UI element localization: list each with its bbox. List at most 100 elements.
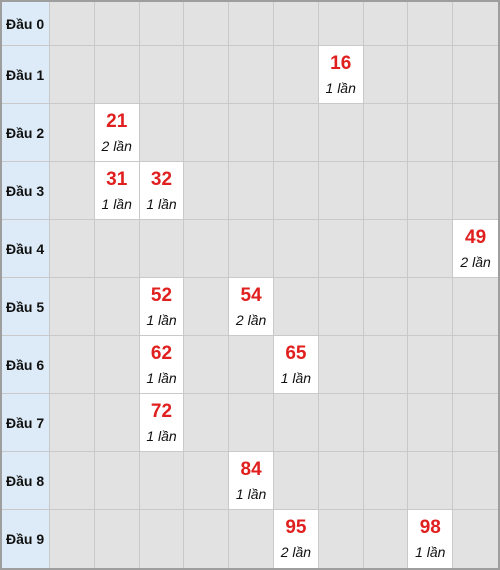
empty-cell	[318, 2, 364, 46]
number-cell: 52 1 lần	[139, 278, 185, 336]
lottery-number: 21	[106, 110, 128, 132]
empty-cell	[139, 104, 185, 162]
occurrence-count: 2 lần	[235, 311, 267, 328]
empty-cell	[363, 46, 409, 104]
empty-cell	[184, 46, 230, 104]
empty-cell	[453, 452, 498, 510]
empty-cell	[94, 510, 140, 568]
empty-cell	[318, 162, 364, 220]
occurrence-count: 1 lần	[146, 427, 177, 444]
empty-cell	[363, 278, 409, 336]
empty-cell	[229, 394, 274, 452]
number-cell: 32 1 lần	[139, 162, 185, 220]
empty-cell	[408, 104, 454, 162]
occurrence-count: 1 lần	[146, 195, 177, 212]
lottery-number: 62	[150, 342, 173, 364]
row-header: Đầu 5	[2, 278, 50, 336]
empty-cell	[273, 46, 319, 104]
empty-cell	[453, 46, 498, 104]
number-cell: 62 1 lần	[139, 336, 185, 394]
empty-cell	[94, 452, 140, 510]
empty-cell	[94, 2, 140, 46]
row-header: Đầu 8	[2, 452, 50, 510]
number-cell: 95 2 lần	[273, 510, 319, 568]
empty-cell	[273, 104, 319, 162]
empty-cell	[229, 104, 274, 162]
empty-cell	[453, 394, 498, 452]
empty-cell	[318, 278, 364, 336]
lottery-number: 95	[285, 517, 307, 538]
empty-cell	[229, 46, 274, 104]
row-header: Đầu 6	[2, 336, 50, 394]
empty-cell	[50, 278, 95, 336]
occurrence-count: 1 lần	[235, 485, 267, 502]
empty-cell	[50, 452, 95, 510]
empty-cell	[184, 162, 230, 220]
empty-cell	[50, 2, 95, 46]
number-cell: 31 1 lần	[94, 162, 140, 220]
lottery-number: 98	[419, 517, 441, 538]
empty-cell	[139, 452, 185, 510]
empty-cell	[363, 220, 409, 278]
empty-cell	[184, 510, 230, 568]
empty-cell	[94, 46, 140, 104]
lottery-number: 65	[285, 342, 307, 364]
row-header: Đầu 0	[2, 2, 50, 46]
empty-cell	[229, 510, 274, 568]
empty-cell	[408, 220, 454, 278]
row-header: Đầu 9	[2, 510, 50, 568]
occurrence-count: 2 lần	[460, 253, 491, 270]
empty-cell	[50, 510, 95, 568]
empty-cell	[94, 220, 140, 278]
empty-cell	[229, 162, 274, 220]
empty-cell	[139, 220, 185, 278]
number-cell: 65 1 lần	[273, 336, 319, 394]
empty-cell	[408, 394, 454, 452]
empty-cell	[453, 510, 498, 568]
empty-cell	[273, 452, 319, 510]
empty-cell	[363, 336, 409, 394]
occurrence-count: 1 lần	[146, 369, 177, 386]
empty-cell	[363, 2, 409, 46]
row-header: Đầu 7	[2, 394, 50, 452]
empty-cell	[453, 278, 498, 336]
empty-cell	[94, 278, 140, 336]
empty-cell	[408, 452, 454, 510]
empty-cell	[184, 220, 230, 278]
empty-cell	[50, 162, 95, 220]
empty-cell	[229, 336, 274, 394]
empty-cell	[318, 510, 364, 568]
empty-cell	[50, 104, 95, 162]
empty-cell	[453, 336, 498, 394]
row-header: Đầu 2	[2, 104, 50, 162]
empty-cell	[229, 2, 274, 46]
row-header: Đầu 3	[2, 162, 50, 220]
lottery-number: 84	[240, 458, 262, 480]
empty-cell	[408, 162, 454, 220]
empty-cell	[408, 336, 454, 394]
empty-cell	[408, 2, 454, 46]
occurrence-count: 1 lần	[146, 311, 177, 328]
lottery-number: 16	[330, 52, 352, 74]
empty-cell	[94, 394, 140, 452]
empty-cell	[50, 46, 95, 104]
lottery-number: 52	[150, 284, 173, 306]
empty-cell	[273, 162, 319, 220]
lottery-number: 54	[240, 284, 262, 306]
empty-cell	[184, 104, 230, 162]
empty-cell	[273, 278, 319, 336]
empty-cell	[184, 336, 230, 394]
empty-cell	[229, 220, 274, 278]
number-cell: 16 1 lần	[318, 46, 364, 104]
number-cell: 72 1 lần	[139, 394, 185, 452]
empty-cell	[184, 2, 230, 46]
empty-cell	[363, 162, 409, 220]
number-cell: 21 2 lần	[94, 104, 140, 162]
empty-cell	[453, 162, 498, 220]
empty-cell	[408, 278, 454, 336]
empty-cell	[139, 510, 185, 568]
occurrence-count: 1 lần	[325, 79, 356, 96]
lottery-number: 31	[106, 168, 128, 190]
occurrence-count: 1 lần	[101, 195, 132, 212]
